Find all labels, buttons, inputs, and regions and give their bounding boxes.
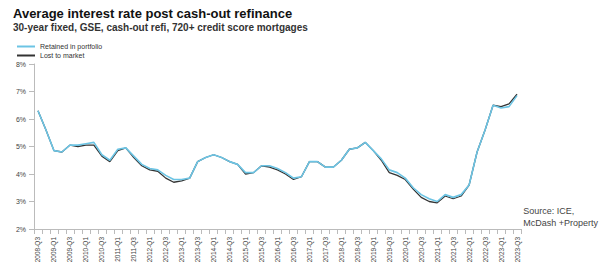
svg-text:Source: ICE,: Source: ICE, bbox=[523, 206, 574, 216]
svg-text:2020-Q1: 2020-Q1 bbox=[402, 237, 410, 263]
svg-text:2008-Q3: 2008-Q3 bbox=[34, 237, 42, 263]
svg-text:2017-Q3: 2017-Q3 bbox=[322, 237, 330, 263]
svg-text:Lost to market: Lost to market bbox=[40, 52, 84, 59]
svg-text:2016-Q3: 2016-Q3 bbox=[290, 237, 298, 263]
svg-text:8%: 8% bbox=[16, 61, 26, 68]
svg-text:2016-Q1: 2016-Q1 bbox=[274, 237, 282, 263]
svg-text:6%: 6% bbox=[16, 116, 26, 123]
svg-text:2023-Q3: 2023-Q3 bbox=[514, 237, 522, 263]
svg-text:4%: 4% bbox=[16, 171, 26, 178]
svg-text:2011-Q1: 2011-Q1 bbox=[114, 237, 122, 262]
svg-text:2%: 2% bbox=[16, 226, 26, 233]
svg-text:7%: 7% bbox=[16, 88, 26, 95]
svg-text:2009-Q3: 2009-Q3 bbox=[66, 237, 74, 263]
svg-text:2022-Q3: 2022-Q3 bbox=[482, 237, 490, 263]
svg-text:Average interest rate post cas: Average interest rate post cash-out refi… bbox=[13, 6, 292, 21]
svg-text:2015-Q1: 2015-Q1 bbox=[242, 237, 250, 263]
svg-text:2020-Q3: 2020-Q3 bbox=[418, 237, 426, 263]
svg-text:2014-Q3: 2014-Q3 bbox=[226, 237, 234, 263]
svg-text:2018-Q1: 2018-Q1 bbox=[338, 237, 346, 263]
svg-text:2013-Q1: 2013-Q1 bbox=[178, 237, 186, 263]
svg-text:3%: 3% bbox=[16, 198, 26, 205]
svg-text:2011-Q3: 2011-Q3 bbox=[130, 237, 138, 262]
svg-text:2014-Q1: 2014-Q1 bbox=[210, 237, 218, 263]
svg-text:2017-Q1: 2017-Q1 bbox=[306, 237, 314, 263]
svg-text:2018-Q3: 2018-Q3 bbox=[354, 237, 362, 263]
svg-text:McDash +Property: McDash +Property bbox=[523, 218, 598, 228]
svg-text:2009-Q1: 2009-Q1 bbox=[50, 237, 58, 263]
svg-text:2021-Q3: 2021-Q3 bbox=[450, 237, 458, 263]
svg-text:2012-Q1: 2012-Q1 bbox=[146, 237, 154, 263]
svg-text:2010-Q3: 2010-Q3 bbox=[98, 237, 106, 263]
svg-text:2019-Q1: 2019-Q1 bbox=[370, 237, 378, 263]
svg-text:2013-Q3: 2013-Q3 bbox=[194, 237, 202, 263]
svg-text:2022-Q1: 2022-Q1 bbox=[466, 237, 474, 263]
svg-text:Retained in portfolio: Retained in portfolio bbox=[40, 43, 102, 51]
svg-text:2021-Q1: 2021-Q1 bbox=[434, 237, 442, 263]
svg-text:30-year fixed, GSE, cash-out r: 30-year fixed, GSE, cash-out refi, 720+ … bbox=[13, 22, 308, 33]
svg-text:2015-Q3: 2015-Q3 bbox=[258, 237, 266, 263]
svg-text:5%: 5% bbox=[16, 143, 26, 150]
svg-text:2019-Q3: 2019-Q3 bbox=[386, 237, 394, 263]
svg-text:2010-Q1: 2010-Q1 bbox=[82, 237, 90, 263]
svg-text:2023-Q1: 2023-Q1 bbox=[498, 237, 506, 263]
svg-text:2012-Q3: 2012-Q3 bbox=[162, 237, 170, 263]
